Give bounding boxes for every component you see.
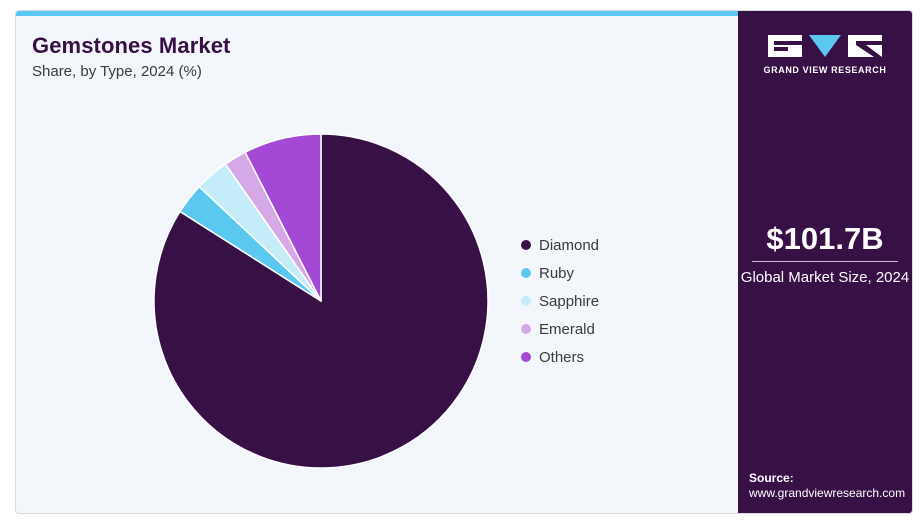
market-size-label: Global Market Size, 2024 bbox=[740, 269, 910, 286]
pie-chart bbox=[146, 126, 496, 476]
divider bbox=[752, 261, 898, 262]
legend-swatch bbox=[521, 352, 531, 362]
chart-legend: Diamond Ruby Sapphire Emerald Others bbox=[521, 231, 599, 371]
logo-mark-icon bbox=[768, 35, 882, 57]
legend-item-ruby: Ruby bbox=[521, 259, 599, 287]
legend-item-diamond: Diamond bbox=[521, 231, 599, 259]
pie-slice-others bbox=[244, 133, 322, 302]
chart-subtitle: Share, by Type, 2024 (%) bbox=[32, 63, 202, 80]
brand-logo: GRAND VIEW RESEARCH bbox=[760, 33, 890, 83]
legend-item-others: Others bbox=[521, 343, 599, 371]
report-card: Gemstones Market Share, by Type, 2024 (%… bbox=[15, 10, 913, 514]
source-label: Source: bbox=[749, 471, 794, 485]
legend-label: Ruby bbox=[539, 264, 575, 282]
legend-swatch bbox=[521, 324, 531, 334]
legend-label: Others bbox=[539, 348, 585, 366]
source-link[interactable]: www.grandviewresearch.com bbox=[749, 486, 906, 500]
market-size-value: $101.7B bbox=[766, 221, 884, 256]
brand-name: GRAND VIEW RESEARCH bbox=[763, 65, 887, 75]
legend-item-sapphire: Sapphire bbox=[521, 287, 599, 315]
legend-label: Diamond bbox=[539, 236, 600, 254]
pie-svg bbox=[153, 133, 489, 469]
chart-panel: Gemstones Market Share, by Type, 2024 (%… bbox=[16, 11, 738, 513]
legend-label: Emerald bbox=[539, 320, 595, 338]
chart-title: Gemstones Market bbox=[32, 33, 231, 58]
accent-bar bbox=[16, 11, 738, 16]
legend-item-emerald: Emerald bbox=[521, 315, 599, 343]
info-sidebar: GRAND VIEW RESEARCH $101.7B Global Marke… bbox=[738, 11, 912, 513]
legend-swatch bbox=[521, 296, 531, 306]
legend-swatch bbox=[521, 268, 531, 278]
legend-swatch bbox=[521, 240, 531, 250]
legend-label: Sapphire bbox=[539, 292, 600, 310]
